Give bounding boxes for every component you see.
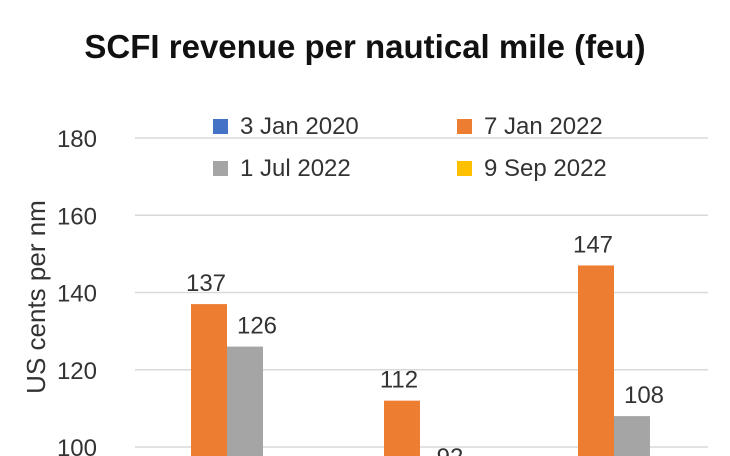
legend-swatch [457,119,472,134]
data-label: 126 [237,313,277,340]
y-tick-label: 160 [57,203,97,230]
bar [578,265,614,456]
legend-label: 9 Sep 2022 [484,155,607,182]
data-label: 112 [380,367,418,394]
bar [614,416,650,456]
data-label: 137 [186,270,226,297]
data-label: 92 [437,444,464,456]
legend-swatch [213,161,228,176]
y-tick-label: 180 [57,126,97,153]
data-label: 147 [573,231,613,258]
legend: 3 Jan 2020 7 Jan 2022 1 Jul 2022 9 Sep 2022 [213,113,607,182]
y-tick-label: 120 [57,358,97,385]
bar [191,304,227,456]
legend-label: 1 Jul 2022 [240,155,351,182]
legend-swatch [213,119,228,134]
y-tick-label: 140 [57,281,97,308]
bar [227,346,263,456]
y-tick-labels: 100 120 140 160 180 [57,126,97,456]
legend-swatch [457,161,472,176]
data-labels: 137 126 112 92 147 108 [186,231,664,456]
legend-label: 3 Jan 2020 [240,113,359,140]
y-axis-title: US cents per nm [21,200,51,394]
bars [191,265,650,456]
chart-title: SCFI revenue per nautical mile (feu) [84,28,646,65]
y-tick-label: 100 [57,435,97,456]
legend-label: 7 Jan 2022 [484,113,603,140]
data-label: 108 [624,382,664,409]
bar [384,400,420,456]
